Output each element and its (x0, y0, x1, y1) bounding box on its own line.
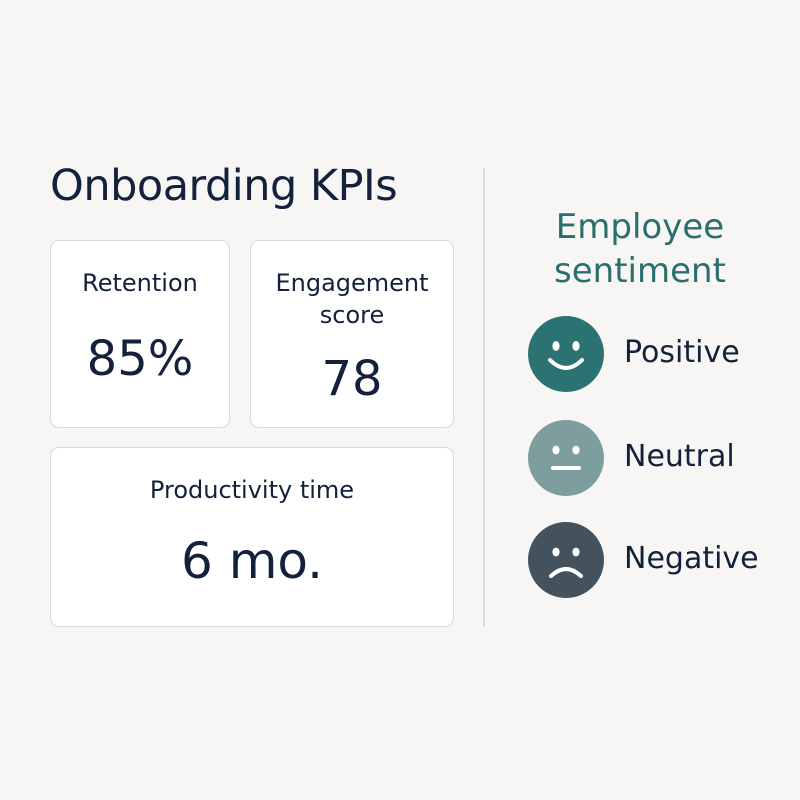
sentiment-item-negative: Negative (527, 521, 787, 599)
engagement-value: 78 (321, 351, 383, 407)
page-title: Onboarding KPIs (50, 161, 398, 211)
sentiment-item-neutral: Neutral (527, 419, 787, 497)
frowning-face-icon (528, 522, 604, 598)
engagement-card: Engagement score 78 (250, 240, 454, 428)
retention-label: Retention (82, 269, 198, 297)
smiling-face-icon (528, 316, 604, 392)
productivity-value: 6 mo. (180, 532, 324, 590)
retention-card: Retention 85% (50, 240, 230, 428)
sentiment-item-positive: Positive (527, 315, 787, 393)
engagement-label: Engagement score (275, 269, 429, 329)
productivity-label: Productivity time (149, 476, 355, 504)
sentiment-label-positive: Positive (624, 335, 740, 370)
sentiment-title: Employee sentiment (554, 207, 726, 291)
section-divider (483, 168, 485, 626)
sentiment-label-negative: Negative (624, 541, 759, 576)
retention-value: 85% (86, 331, 194, 387)
productivity-card: Productivity time 6 mo. (50, 447, 454, 627)
sentiment-label-neutral: Neutral (624, 439, 735, 474)
neutral-face-icon (528, 420, 604, 496)
